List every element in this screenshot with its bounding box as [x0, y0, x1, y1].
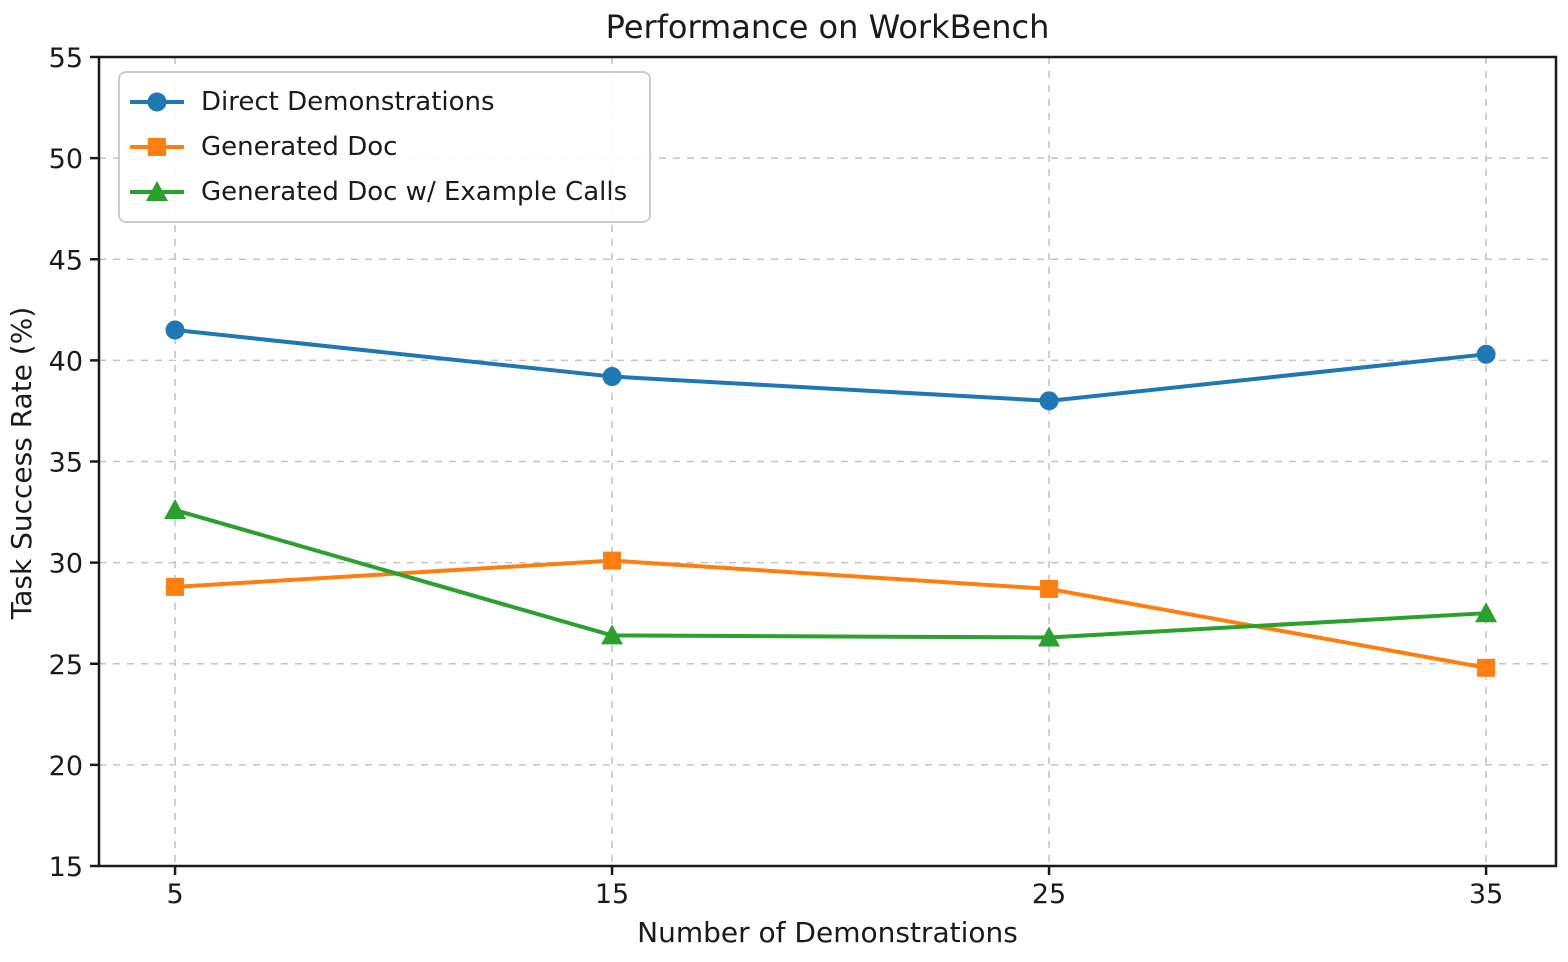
x-tick-label: 25	[1032, 879, 1066, 910]
y-tick-label: 20	[49, 751, 83, 782]
data-point-marker	[603, 551, 622, 570]
data-point-marker	[165, 320, 185, 340]
y-tick-label: 25	[49, 650, 83, 681]
legend-triangle-marker-icon	[130, 181, 184, 201]
legend-marker-glyph	[148, 138, 166, 156]
data-point-marker	[164, 499, 187, 520]
legend-circle-marker-icon	[130, 92, 184, 112]
data-point-marker	[1039, 391, 1059, 411]
data-point-marker	[1476, 344, 1496, 364]
data-point-marker	[602, 367, 622, 387]
data-point-marker	[1040, 579, 1059, 598]
legend-item: Direct Demonstrations	[128, 83, 627, 121]
legend-item: Generated Doc w/ Example Calls	[128, 173, 627, 211]
chart-title: Performance on WorkBench	[605, 8, 1050, 46]
series-line	[173, 558, 1489, 670]
series-line	[173, 508, 1489, 640]
legend-item: Generated Doc	[128, 128, 627, 166]
x-tick-label: 15	[595, 879, 629, 910]
data-point-marker	[166, 577, 185, 596]
x-tick-label: 35	[1469, 879, 1503, 910]
y-tick-label: 30	[49, 549, 83, 580]
y-tick-label: 50	[49, 144, 83, 175]
data-point-marker	[601, 624, 624, 645]
y-axis-label: Task Success Rate (%)	[5, 306, 38, 620]
legend-square-marker-icon	[130, 138, 184, 156]
legend-label: Direct Demonstrations	[201, 87, 495, 117]
x-tick-label: 5	[166, 879, 183, 910]
legend-marker-glyph	[146, 181, 168, 201]
y-tick-label: 45	[49, 245, 83, 276]
legend-marker-glyph	[147, 92, 167, 112]
legend-label: Generated Doc	[201, 132, 398, 162]
data-point-marker	[1475, 602, 1498, 623]
y-tick-label: 15	[49, 852, 83, 883]
series-line	[173, 328, 1489, 403]
y-tick-label: 35	[49, 448, 83, 479]
data-point-marker	[1038, 626, 1061, 647]
y-tick-label: 55	[49, 43, 83, 74]
y-tick-label: 40	[49, 346, 83, 377]
legend: Direct Demonstrations Generated Doc Genera…	[118, 71, 652, 223]
legend-label: Generated Doc w/ Example Calls	[201, 177, 628, 207]
x-axis-label: Number of Demonstrations	[637, 916, 1018, 949]
data-point-marker	[1477, 658, 1496, 677]
